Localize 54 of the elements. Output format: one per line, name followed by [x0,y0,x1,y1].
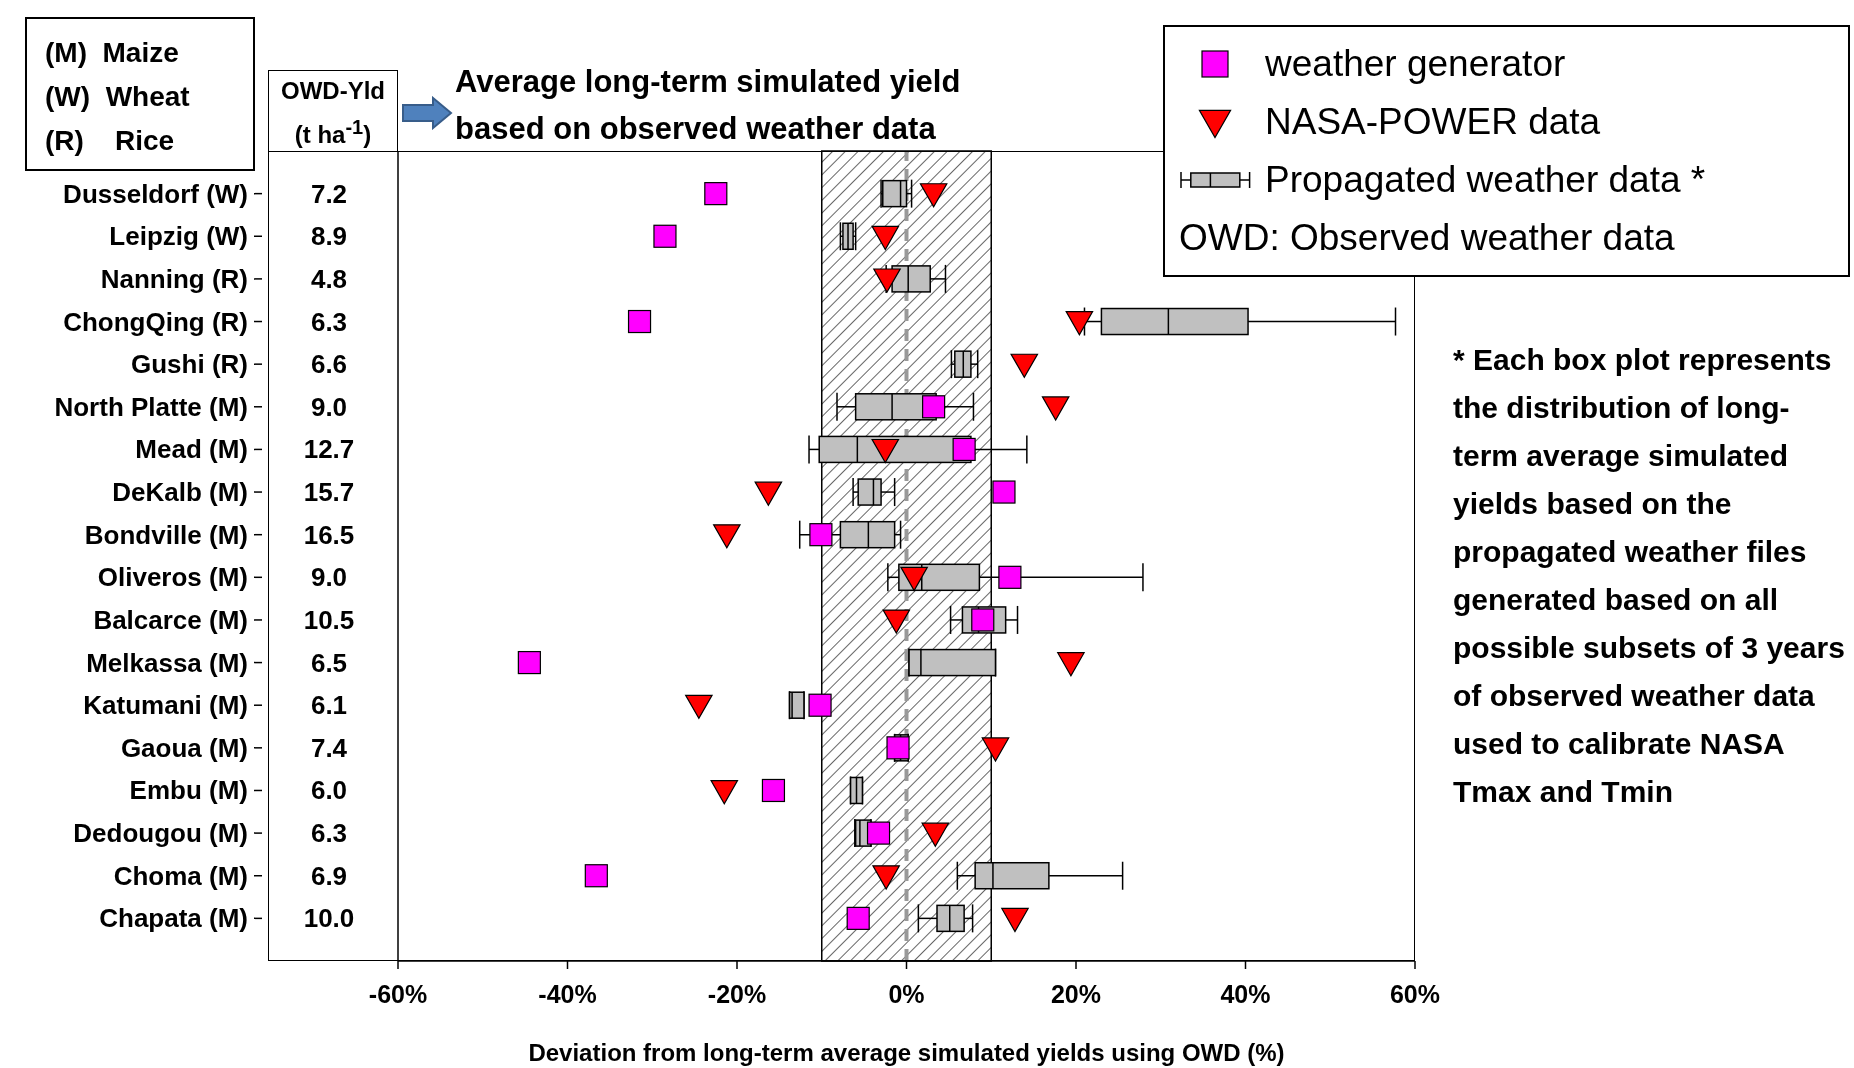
text: 6.6 [310,349,348,380]
text: Average long-term simulated yield based on observed weather data [455,63,962,148]
text: 6.3 [310,306,348,337]
text: 10.5 [303,604,355,635]
y-tick-label: Embu (M) [129,775,248,806]
text: 6.3 [310,818,348,849]
y-tick-label: Leipzig (W) [109,221,248,252]
y-tick-label: Katumani (M) [83,690,248,721]
text: 6.1 [310,690,348,721]
text: 4.8 [310,263,348,294]
y-tick-label: Melkassa (M) [86,647,248,678]
y-tick-label: North Platte (M) [54,391,248,422]
text: (R) Rice [45,124,176,158]
y-tick-label: Dusseldorf (W) [63,178,248,209]
y-tick-label: Balcarce (M) [93,604,248,635]
text: 9.0 [310,562,348,593]
text: (W) Wheat [45,80,191,114]
x-tick-label: -40% [538,979,597,1008]
y-tick-label: DeKalb (M) [112,477,248,508]
text: 12.7 [303,434,355,465]
text: 15.7 [303,477,355,508]
y-tick-label: ChongQing (R) [63,306,248,337]
y-tick-label: Gushi (R) [131,349,248,380]
text: 8.9 [310,221,348,252]
y-tick-label: Choma (M) [113,860,248,891]
text: * Each box plot represents the distribution of long-term average simulated yields based on the propagated weather files generated based on all possible subsets of 3 years of observed weather data used to calibrate NASA Tmax and Tmin [1453,343,1845,808]
x-tick-label: -20% [707,979,767,1008]
y-tick-label: Mead (M) [135,434,248,465]
y-tick-label: Chapata (M) [99,903,248,934]
x-axis-title: Deviation from long-term average simulated yields using OWD (%) [528,1039,1285,1066]
text: OWD-Yld (t ha$^{-1}$) [268,70,398,151]
legend-label: Propagated weather data * [1265,158,1706,202]
legend-label: weather generator [1265,42,1566,86]
y-tick-label: Oliveros (M) [97,562,248,593]
text: 10.0 [303,903,355,934]
x-tick-label: 40% [1220,979,1271,1008]
text: 7.2 [310,178,348,209]
x-tick-label: 60% [1389,979,1441,1008]
text: 9.0 [310,391,348,422]
text: 16.5 [303,519,355,550]
annotation: OWD: Observed weather data [1179,216,1676,260]
y-tick-label: Bondville (M) [84,519,248,550]
y-tick-label: Nanning (R) [100,263,248,294]
text: 6.5 [310,647,348,678]
y-tick-label: Dedougou (M) [73,818,248,849]
text: (M) Maize [45,36,180,70]
text: 6.9 [310,860,348,891]
x-tick-label: 0% [888,979,925,1008]
text: 7.4 [310,732,348,763]
x-tick-label: -60% [368,979,428,1008]
x-tick-label: 20% [1050,979,1102,1008]
legend-label: NASA-POWER data [1265,100,1601,144]
y-tick-label: Gaoua (M) [120,732,248,763]
text: 6.0 [310,775,348,806]
